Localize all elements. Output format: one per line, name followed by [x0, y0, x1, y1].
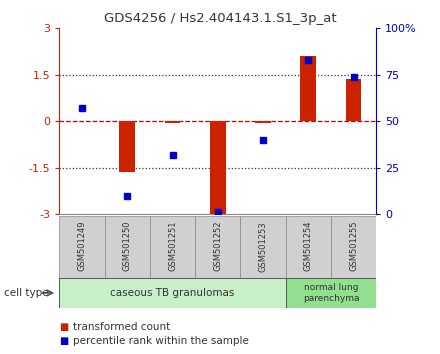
Bar	[195, 216, 240, 278]
Bar	[105, 216, 150, 278]
Bar	[331, 216, 376, 278]
Text: GSM501249: GSM501249	[77, 221, 87, 272]
Text: ■: ■	[59, 336, 69, 346]
Text: GSM501255: GSM501255	[349, 221, 358, 272]
Text: GDS4256 / Hs2.404143.1.S1_3p_at: GDS4256 / Hs2.404143.1.S1_3p_at	[104, 12, 336, 25]
Text: caseous TB granulomas: caseous TB granulomas	[110, 288, 235, 298]
Bar	[59, 216, 105, 278]
Bar	[240, 216, 286, 278]
Text: GSM501252: GSM501252	[213, 221, 222, 272]
Text: ■: ■	[59, 322, 69, 332]
Text: GSM501253: GSM501253	[259, 221, 268, 272]
Bar	[119, 121, 135, 172]
Text: GSM501250: GSM501250	[123, 221, 132, 272]
Bar	[286, 216, 331, 278]
Bar	[150, 216, 195, 278]
Text: cell type: cell type	[4, 288, 49, 298]
Bar	[301, 56, 316, 121]
Bar	[255, 121, 271, 123]
Text: transformed count: transformed count	[73, 322, 170, 332]
Bar	[210, 121, 226, 214]
Bar	[59, 278, 286, 308]
Bar	[286, 278, 376, 308]
Bar	[165, 121, 180, 123]
Text: GSM501251: GSM501251	[168, 221, 177, 272]
Text: percentile rank within the sample: percentile rank within the sample	[73, 336, 249, 346]
Bar	[346, 79, 362, 121]
Text: normal lung
parenchyma: normal lung parenchyma	[303, 283, 359, 303]
Text: GSM501254: GSM501254	[304, 221, 313, 272]
